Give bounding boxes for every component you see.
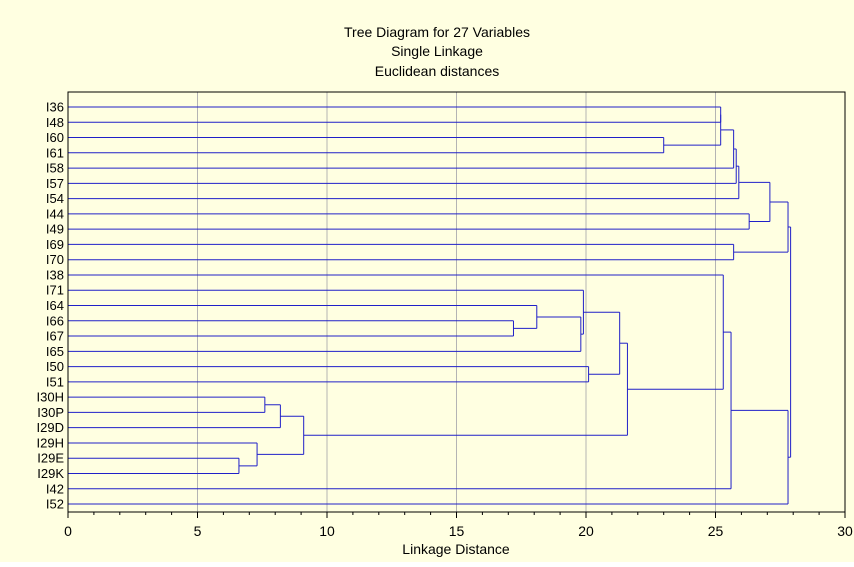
leaf-label: I67 <box>46 329 64 344</box>
leaf-label: I65 <box>46 344 64 359</box>
leaf-label: I48 <box>46 115 64 130</box>
leaf-labels: I36I48I60I61I58I57I54I44I49I69I70I38I71I… <box>37 100 65 512</box>
leaf-label: I52 <box>46 497 64 512</box>
leaf-label: I51 <box>46 374 64 389</box>
leaf-label: I29D <box>37 420 64 435</box>
x-tick-label: 20 <box>578 523 594 539</box>
chart-title-line-1: Tree Diagram for 27 Variables <box>344 24 530 40</box>
leaf-label: I69 <box>46 237 64 252</box>
leaf-label: I70 <box>46 252 64 267</box>
leaf-label: I58 <box>46 161 64 176</box>
leaf-label: I44 <box>46 206 64 221</box>
x-axis-ticks: 0 5 10 15 20 25 30 <box>64 512 853 539</box>
leaf-label: I29E <box>37 451 64 466</box>
x-tick-label: 15 <box>449 523 465 539</box>
leaf-label: I36 <box>46 100 64 115</box>
leaf-label: I29H <box>37 435 64 450</box>
leaf-label: I54 <box>46 191 64 206</box>
leaf-label: I66 <box>46 313 64 328</box>
x-tick-label: 0 <box>64 523 72 539</box>
leaf-label: I57 <box>46 176 64 191</box>
leaf-label: I64 <box>46 298 64 313</box>
x-tick-label: 10 <box>319 523 335 539</box>
leaf-label: I29K <box>37 466 64 481</box>
x-tick-label: 30 <box>837 523 853 539</box>
leaf-label: I60 <box>46 130 64 145</box>
leaf-label: I61 <box>46 145 64 160</box>
dendrogram-branches <box>68 106 792 505</box>
chart-title-line-2: Single Linkage <box>391 43 483 59</box>
x-tick-label: 5 <box>194 523 202 539</box>
leaf-label: I71 <box>46 283 64 298</box>
leaf-label: I30H <box>37 390 64 405</box>
leaf-label: I30P <box>37 405 64 420</box>
leaf-label: I42 <box>46 481 64 496</box>
leaf-label: I38 <box>46 267 64 282</box>
grid-lines <box>197 92 716 512</box>
leaf-label: I50 <box>46 359 64 374</box>
x-axis-label: Linkage Distance <box>402 541 510 557</box>
x-tick-label: 25 <box>708 523 724 539</box>
leaf-label: I49 <box>46 222 64 237</box>
chart-title-line-3: Euclidean distances <box>375 63 500 79</box>
